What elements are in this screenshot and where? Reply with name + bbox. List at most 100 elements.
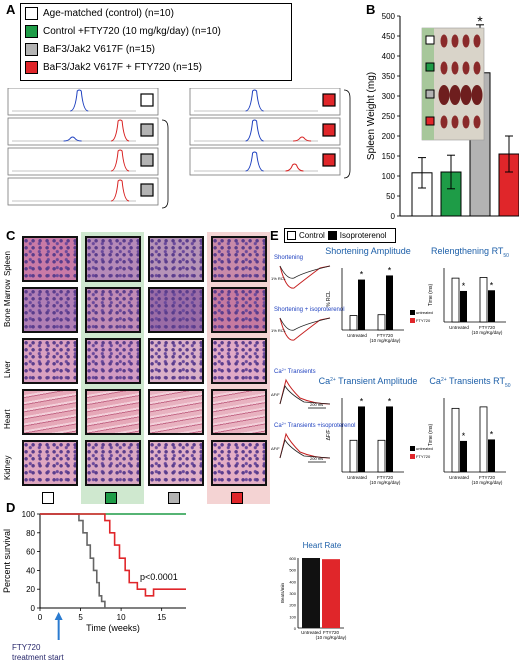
- significance-star: *: [462, 281, 466, 291]
- bar-control: [349, 439, 358, 473]
- histology-key-square: [42, 492, 54, 504]
- panel-letter-e: E: [270, 228, 279, 243]
- trace-label: Ca2+ Transients +isoproterenol: [274, 421, 355, 430]
- histology-image: [211, 338, 267, 384]
- histology-row-label: Heart: [3, 409, 12, 429]
- trace-square: [140, 123, 154, 137]
- trace-box: [7, 177, 159, 206]
- bar-control: [451, 277, 460, 323]
- trace-curve: [279, 385, 331, 405]
- y-tick-label: 60: [26, 548, 35, 557]
- panel-a-traces: [7, 88, 351, 209]
- histology-image: [22, 287, 78, 333]
- spleen: [473, 34, 481, 48]
- spleen: [462, 34, 470, 48]
- x-tick-label: Untreated: [347, 333, 367, 338]
- y-tick-label: 250: [382, 112, 396, 121]
- bar-treated: [460, 440, 467, 472]
- bar-control: [377, 439, 386, 473]
- legend-swatch: [25, 61, 38, 74]
- chart-title: Relengthening RT50: [431, 246, 509, 259]
- x-tick-label: FTY720: [377, 333, 394, 338]
- histology-image: [211, 389, 267, 435]
- trace-peak: [245, 89, 264, 112]
- legend-swatch: [25, 7, 38, 20]
- y-tick-label: 100: [22, 510, 36, 519]
- p-value: p<0.0001: [140, 572, 178, 582]
- trace-peak: [245, 119, 264, 142]
- trace-box: [7, 147, 159, 176]
- trace-peak: [245, 151, 264, 172]
- histology-key-square: [168, 492, 180, 504]
- trace-peak: [70, 89, 89, 112]
- histology-image: [85, 236, 141, 282]
- panel-c-histology: Spleen Bone Marrow Liver Heart Kidney: [0, 232, 270, 510]
- y-tick-label: 0: [391, 212, 396, 221]
- histology-row-label: Bone Marrow: [3, 279, 12, 327]
- trace-peak: [110, 179, 130, 202]
- trace-scale: 200 ms: [310, 402, 323, 407]
- treatment-arrowhead: [54, 612, 63, 620]
- bar-control: [349, 315, 358, 331]
- chart-title: Shortening Amplitude: [325, 246, 411, 256]
- significance-star: *: [360, 270, 364, 280]
- histology-image: [22, 389, 78, 435]
- legend-control-label: Control: [299, 231, 325, 240]
- bar-control: [479, 277, 488, 323]
- trace-label: Shortening: [274, 255, 303, 261]
- legend-row: BaF3/Jak2 V617F (n=15): [25, 43, 155, 56]
- y-axis-label: Time (ms): [428, 284, 434, 307]
- bar-treated: [386, 406, 393, 472]
- histology-image: [148, 236, 204, 282]
- bar-treated: [460, 290, 467, 322]
- trace-square: [140, 183, 154, 197]
- y-tick-label: 100: [289, 614, 296, 619]
- trace-square: [322, 153, 336, 167]
- y-axis-label: Beats/min: [280, 583, 285, 604]
- panel-d-survival-chart: 0 20 40 60 80 100 0 5 10 15 Time (weeks) Percent su…: [2, 510, 186, 662]
- bar-treated: [358, 406, 365, 472]
- arrow-label: FTY720: [12, 643, 41, 652]
- panel-e-charts: Shortening 1% RCL Shortening + isoproteren…: [270, 246, 511, 640]
- y-tick-label: 0: [31, 604, 36, 613]
- trace-box: [189, 88, 341, 116]
- histology-key-square: [231, 492, 243, 504]
- legend-label: Control +FTY720 (10 mg/kg/day) (n=10): [43, 26, 221, 37]
- trace-peak: [110, 149, 130, 172]
- panel-e-legend: Control Isoproterenol: [284, 228, 396, 243]
- y-axis-label: Time (ms): [428, 424, 434, 447]
- significance-star: *: [388, 265, 392, 275]
- x-tick-label: Untreated: [301, 630, 321, 635]
- panel-b-spleen-chart: 0 50 100 150 200 250 300 350 400 450 500 Spleen Wei…: [366, 12, 519, 221]
- x-tick-label: (10 mg/Kg/day): [472, 330, 503, 335]
- bar-control: [451, 407, 460, 473]
- photo-key-square: [425, 89, 435, 99]
- bar: [302, 558, 320, 628]
- spleen: [440, 115, 448, 129]
- spleen: [460, 85, 472, 105]
- trace-label: Shortening + isoproterenol: [274, 307, 345, 313]
- x-tick-label: FTY720: [479, 475, 496, 480]
- y-tick-label: 0: [294, 626, 297, 631]
- significance-star: *: [490, 429, 494, 439]
- trace-scale: 200 ms: [310, 456, 323, 461]
- bar-treated: [488, 290, 495, 322]
- trace-scale: ΔF/F: [271, 392, 280, 397]
- x-tick-label: 10: [117, 613, 126, 622]
- bar-treated: [386, 275, 393, 330]
- bar-control: [479, 406, 488, 473]
- y-tick-label: 300: [382, 92, 396, 101]
- photo-key-square: [425, 35, 435, 45]
- survival-curve: [40, 513, 186, 597]
- histology-image: [148, 440, 204, 486]
- spleen: [473, 61, 481, 75]
- y-tick-label: 300: [289, 591, 296, 596]
- y-tick-label: 350: [382, 72, 396, 81]
- x-tick-label: (10 mg/Kg/day): [472, 480, 503, 485]
- y-axis-label: % RCL: [326, 291, 332, 307]
- trace-square: [140, 93, 154, 107]
- x-axis-label: Time (weeks): [86, 623, 140, 633]
- x-tick-label: 0: [38, 613, 43, 622]
- trace-box: [189, 147, 341, 176]
- trace-peak: [63, 136, 82, 142]
